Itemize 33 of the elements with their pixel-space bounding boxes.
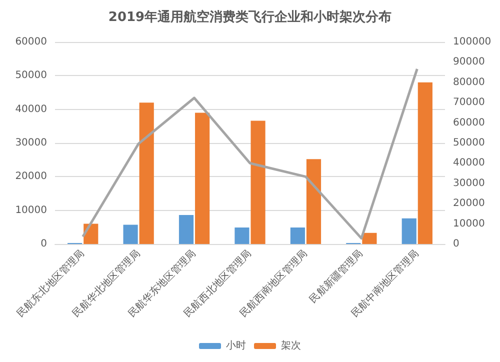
chart-title: 2019年通用航空消费类飞行企业和小时架次分布 <box>108 9 392 25</box>
bar <box>178 215 194 244</box>
legend-label: 架次 <box>281 340 301 352</box>
y2-tick-label: 40000 <box>453 158 485 169</box>
y2-tick-label: 0 <box>453 238 460 250</box>
bar <box>418 82 432 244</box>
y2-tick-label: 30000 <box>453 178 485 189</box>
bar <box>362 232 377 244</box>
y2-tick-label: 10000 <box>453 218 485 230</box>
bar <box>250 120 266 244</box>
bar <box>123 224 138 244</box>
y-tick-label: 0 <box>40 238 47 250</box>
y-tick-label: 60000 <box>15 36 47 48</box>
y2-tick-label: 100000 <box>453 36 492 48</box>
y-tick-label: 30000 <box>15 138 47 148</box>
bar <box>234 228 250 244</box>
bar <box>306 159 322 244</box>
y-tick-label: 40000 <box>15 104 47 115</box>
bar <box>195 112 210 244</box>
y-tick-label: 20000 <box>15 171 47 182</box>
y2-tick-label: 50000 <box>453 138 485 148</box>
bar <box>290 228 305 244</box>
legend-label: 小时 <box>226 340 246 352</box>
y-tick-label: 50000 <box>15 70 47 82</box>
y2-tick-label: 80000 <box>453 76 485 88</box>
line-series <box>82 68 418 240</box>
y2-tick-label: 20000 <box>453 198 485 210</box>
y-tick-label: 10000 <box>15 204 47 216</box>
y2-tick-label: 60000 <box>453 117 485 128</box>
y2-tick-label: 90000 <box>453 56 485 68</box>
bar <box>402 218 416 244</box>
bar <box>139 102 154 244</box>
y2-tick-label: 70000 <box>453 97 485 108</box>
